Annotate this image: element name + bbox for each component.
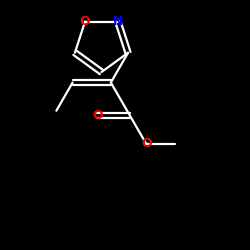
Text: O: O bbox=[141, 137, 152, 150]
Text: O: O bbox=[80, 15, 90, 28]
Text: N: N bbox=[113, 15, 123, 28]
Text: O: O bbox=[92, 109, 103, 122]
